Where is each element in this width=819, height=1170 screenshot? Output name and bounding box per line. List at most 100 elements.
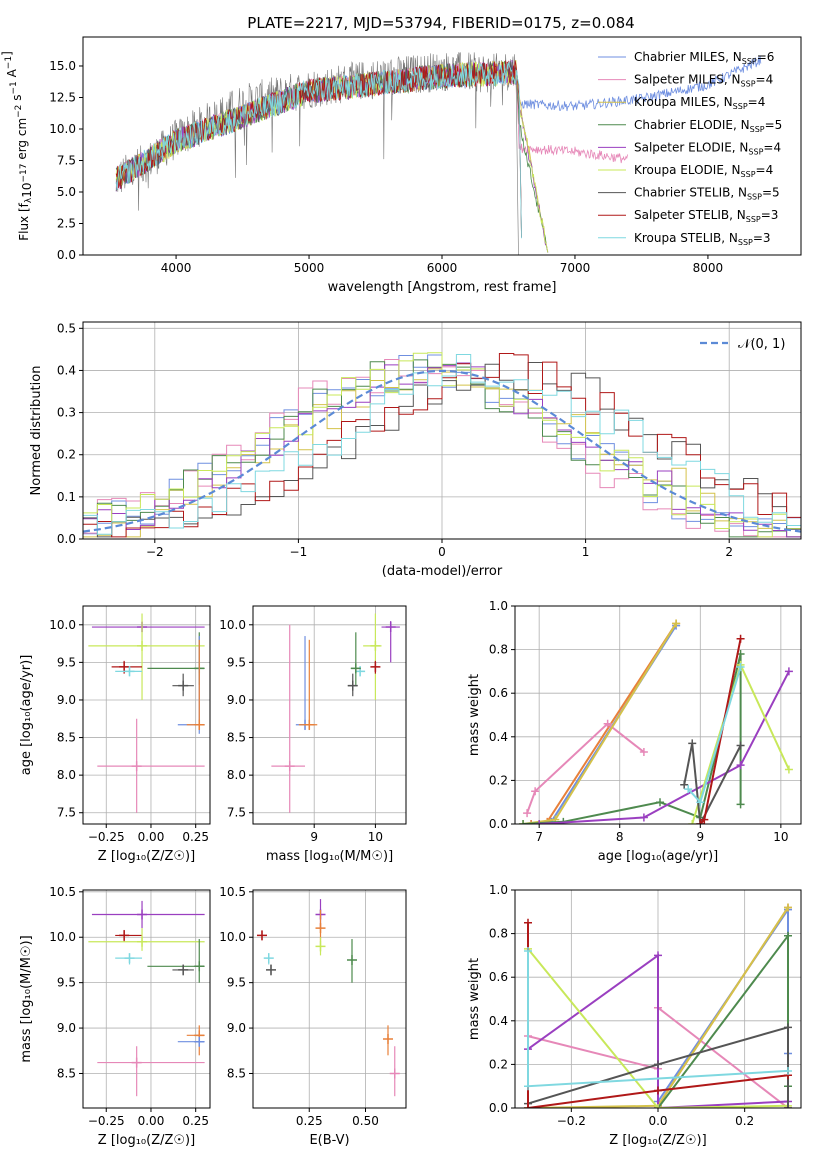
data-point	[315, 909, 326, 942]
point-marker	[124, 666, 135, 677]
series-marker	[784, 931, 792, 940]
point-marker	[315, 941, 326, 952]
series-marker	[784, 903, 792, 912]
histogram-step-line	[83, 359, 801, 538]
x-axis-label: E(B-V)	[309, 1133, 349, 1148]
point-marker	[385, 622, 396, 633]
mass-vs-EBV-frame	[252, 889, 407, 1109]
y-axis-label: mass weight	[467, 674, 482, 756]
series-marker	[736, 761, 745, 770]
data-point	[350, 632, 361, 685]
y-tick-label: 8.0	[57, 768, 76, 782]
data-point	[257, 930, 267, 941]
residuals-plot	[83, 352, 801, 538]
x-tick-label: 0.25	[182, 830, 209, 844]
y-tick-label: 9.0	[227, 693, 246, 707]
y-tick-label: 0.4	[57, 363, 76, 377]
series-marker	[672, 619, 681, 628]
x-tick-label: 6000	[427, 261, 458, 275]
point-marker	[194, 961, 205, 972]
y-tick-label: 10.0	[219, 930, 246, 944]
x-tick-label: 0.00	[138, 830, 165, 844]
y-tick-label: 7.5	[57, 806, 76, 820]
series-marker	[535, 820, 544, 824]
y-tick-label: 0.6	[489, 686, 508, 700]
series-marker	[527, 820, 536, 824]
series-marker	[784, 667, 793, 676]
data-point	[88, 928, 205, 951]
mass-vs-Z-axes: −0.25 0.00 0.25 8.5 9.0 9.5 10.0 10.5 Z [log₁₀(Z…	[19, 885, 210, 1148]
data-point	[263, 953, 274, 965]
series-marker	[736, 634, 745, 643]
x-axis-label: age [log₁₀(age/yr)]	[598, 849, 719, 864]
y-tick-label: 0.3	[57, 406, 76, 420]
series-marker	[680, 780, 689, 789]
data-point	[347, 673, 358, 697]
legend-label: Chabrier STELIB, NSSP=5	[634, 186, 780, 202]
y-tick-label: 9.0	[57, 693, 76, 707]
series-marker	[696, 798, 705, 807]
data-point	[389, 1046, 400, 1097]
point-marker	[315, 923, 326, 934]
series-marker	[700, 815, 709, 824]
y-tick-label: 0.4	[489, 1014, 508, 1028]
legend-label: Kroupa STELIB, NSSP=3	[634, 231, 771, 247]
age-vs-mass-frame	[252, 605, 407, 825]
data-point	[315, 937, 326, 956]
point-marker	[131, 1057, 142, 1068]
legend-label: Chabrier ELODIE, NSSP=5	[634, 118, 782, 134]
mass-vs-Z-plot	[88, 900, 205, 1097]
y-tick-label: 8.0	[227, 768, 246, 782]
series-marker	[784, 765, 793, 774]
x-tick-label: 10	[368, 830, 383, 844]
y-tick-label: 0.0	[489, 1101, 508, 1115]
y-tick-label: 10.0	[219, 618, 246, 632]
series-marker	[519, 820, 528, 824]
series-marker	[654, 1104, 662, 1108]
legend-label: 𝒩(0, 1)	[738, 337, 785, 352]
spectrum-frame	[82, 36, 802, 256]
x-axis-label: Z [log₁₀(Z/Z☉)]	[98, 849, 195, 864]
y-tick-label: 0.0	[57, 532, 76, 546]
data-point	[147, 939, 205, 983]
mass-weight-series-line	[526, 722, 645, 814]
series-marker	[736, 741, 745, 750]
x-tick-label: 1	[582, 545, 590, 559]
series-marker	[696, 820, 705, 824]
y-tick-label: 5.0	[57, 185, 76, 199]
y-tick-label: 9.5	[227, 976, 246, 990]
mass-weight-vs-age-frame	[514, 605, 802, 825]
y-tick-label: 0.1	[57, 490, 76, 504]
x-tick-label: 0.50	[352, 1114, 379, 1128]
y-tick-label: 1.0	[489, 883, 508, 897]
legend-label: Salpeter MILES, NSSP=4	[634, 73, 773, 89]
x-axis-label: mass [log₁₀(M/M☉)]	[266, 849, 393, 864]
data-point	[97, 1046, 205, 1097]
data-point	[381, 621, 400, 663]
y-tick-label: 12.5	[49, 90, 76, 104]
x-tick-label: 0.25	[296, 1114, 323, 1128]
mass-vs-EBV-axes: 0.25 0.50 8.5 9.0 9.5 10.0 10.5 E(B-V)	[219, 885, 406, 1148]
series-marker	[688, 820, 697, 824]
data-point	[115, 953, 143, 965]
data-point	[347, 939, 357, 983]
series-marker	[524, 947, 532, 956]
series-marker	[784, 1104, 792, 1108]
point-marker	[370, 661, 381, 672]
point-marker	[389, 1068, 400, 1079]
x-tick-label: 7000	[560, 261, 591, 275]
y-tick-label: 8.5	[227, 731, 246, 745]
point-marker	[194, 1036, 205, 1047]
point-marker	[347, 954, 357, 965]
x-tick-label: 8000	[693, 261, 724, 275]
y-tick-label: 10.5	[49, 885, 76, 899]
y-tick-label: 0.0	[57, 248, 76, 262]
data-point	[363, 613, 382, 700]
data-point	[88, 613, 205, 700]
y-tick-label: 7.5	[227, 806, 246, 820]
residuals-frame	[82, 321, 802, 540]
point-marker	[124, 953, 135, 964]
mass-weight-series-line	[527, 953, 789, 1108]
data-point	[111, 660, 143, 674]
x-tick-label: 8	[616, 830, 624, 844]
